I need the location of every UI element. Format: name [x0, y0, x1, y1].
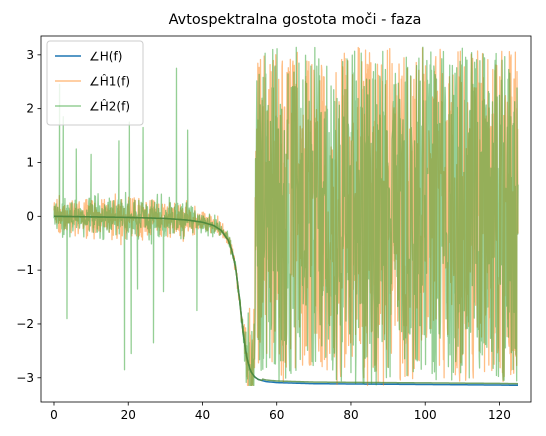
x-tick-label: 40	[195, 408, 210, 422]
y-tick-label: −1	[16, 263, 34, 277]
legend-box	[46, 40, 144, 126]
y-tick-label: 3	[26, 48, 34, 62]
x-tick-label: 120	[488, 408, 511, 422]
x-tick-label: 80	[343, 408, 358, 422]
x-tick-label: 0	[50, 408, 58, 422]
y-tick-label: 2	[26, 102, 34, 116]
y-tick-label: −2	[16, 317, 34, 331]
plot-frame	[40, 35, 532, 403]
series-h2-trend	[53, 215, 519, 385]
x-tick-label: 100	[414, 408, 437, 422]
legend-item-h1-label: ∠Ĥ1(f)	[89, 74, 130, 89]
x-tick-label: 60	[269, 408, 284, 422]
legend: ∠H(f) ∠Ĥ1(f) ∠Ĥ2(f)	[46, 40, 144, 126]
chart-title: Avtospektralna gostota moči - faza	[169, 12, 422, 28]
legend-item-h-label: ∠H(f)	[89, 50, 122, 64]
y-tick-label: −3	[16, 371, 34, 385]
y-tick-label: 0	[26, 209, 34, 223]
series-h2-line	[53, 46, 519, 386]
y-tick-label: 1	[26, 155, 34, 169]
legend-item-h2-label: ∠Ĥ2(f)	[89, 99, 130, 114]
x-tick-label: 20	[121, 408, 136, 422]
